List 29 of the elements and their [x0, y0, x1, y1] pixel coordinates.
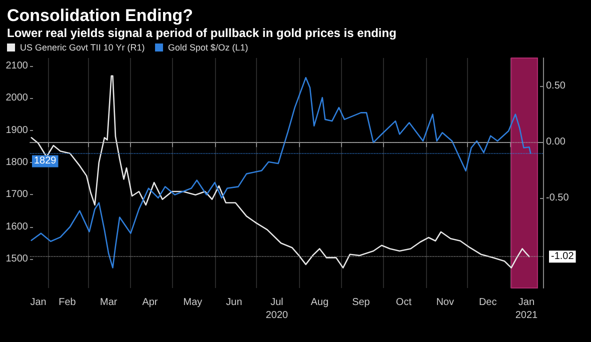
x-tick-label: Nov — [436, 297, 454, 308]
y-tick-label: 1700 — [6, 189, 28, 200]
x-tick-label: Feb — [58, 297, 76, 308]
x-tick-label: Sep — [352, 297, 370, 308]
x-tick-label: Apr — [142, 297, 158, 308]
x-tick-label: Jun — [226, 297, 242, 308]
y2-tick-label: 0.00 — [546, 136, 566, 148]
y-tick-label: 1600 — [6, 221, 28, 232]
y-tick-label: 1500 — [6, 254, 28, 265]
x-tick-label: May — [183, 297, 202, 308]
x-tick-label: Dec — [478, 297, 497, 308]
y-tick-label: 1800 — [6, 157, 28, 168]
x-tick-label: Aug — [310, 297, 328, 308]
y-tick-label: 2100 — [6, 60, 28, 72]
chart-title: Consolidation Ending? — [7, 6, 194, 25]
x-tick-label: Mar — [100, 297, 118, 308]
y2-tick-label: -0.50 — [546, 192, 570, 204]
chart-subtitle: Lower real yields signal a period of pullback in gold prices is ending — [7, 26, 396, 40]
y-tick-label: 2000 — [6, 92, 28, 104]
y-tick-label: 1900 — [6, 124, 28, 136]
ref-line-label: -1.02 — [551, 251, 574, 262]
x-tick-label: Jul 2020 — [266, 297, 288, 321]
ref-line-label: 1829 — [34, 156, 57, 167]
legend-label: Gold Spot $/Oz (L1) — [168, 42, 248, 52]
x-tick-label: Jan — [30, 297, 46, 308]
x-tick-label: Jan 2021 — [515, 297, 538, 321]
x-tick-label: Oct — [396, 297, 412, 308]
legend-label: US Generic Govt TII 10 Yr (R1) — [20, 42, 145, 52]
y2-tick-label: 0.50 — [546, 80, 566, 92]
